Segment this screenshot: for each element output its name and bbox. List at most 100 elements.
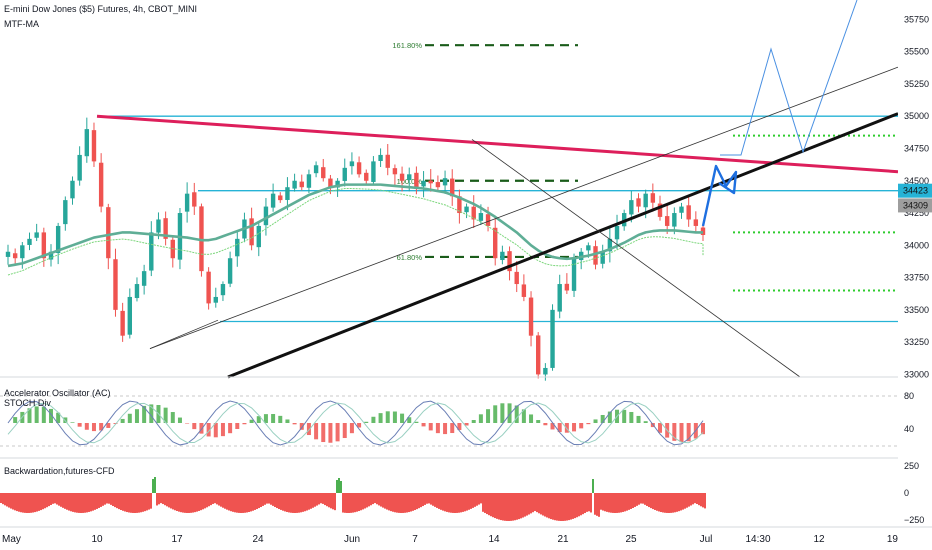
cfd-bar	[86, 493, 88, 513]
cfd-bar	[26, 493, 28, 513]
candle-body	[299, 181, 304, 188]
cfd-bar	[146, 493, 148, 511]
cfd-bar	[426, 493, 428, 504]
cfd-bar	[398, 493, 400, 513]
cfd-bar	[608, 493, 610, 513]
trend-lines	[96, 66, 899, 379]
indicator-title: MTF-MA	[4, 19, 39, 29]
candle-body	[113, 259, 118, 310]
price-badge-label: 34309	[903, 200, 928, 210]
cfd-bar	[220, 493, 222, 507]
candle-body	[507, 251, 512, 272]
cfd-bar	[502, 493, 504, 521]
cfd-bar	[278, 493, 280, 510]
osc-bar	[564, 423, 569, 433]
ma-slow-line	[7, 183, 703, 268]
candle-body	[192, 192, 197, 207]
cfd-bar	[50, 493, 52, 505]
candle-body	[141, 271, 147, 286]
cfd-bar	[326, 493, 328, 507]
candle-body	[600, 251, 605, 264]
osc-bar	[593, 419, 598, 423]
osc-bar	[478, 414, 483, 423]
cfd-bar	[78, 493, 80, 513]
cfd-bar	[458, 493, 460, 513]
cfd-bar	[442, 493, 444, 511]
candle-body	[156, 219, 161, 233]
cfd-bar	[684, 493, 686, 509]
cfd-bar	[56, 493, 58, 505]
y-tick-label: 34250	[904, 208, 929, 218]
osc-bar	[113, 423, 118, 424]
cfd-bar	[300, 493, 302, 513]
cfd-bar	[140, 493, 142, 513]
cfd-bar	[272, 493, 274, 506]
oscillator-title: Accelerator Oscillator (AC)	[4, 388, 111, 398]
candle-body	[278, 195, 283, 201]
osc-bar	[471, 420, 476, 423]
osc-bar	[177, 417, 182, 423]
support-trendline	[227, 112, 899, 379]
cfd-bar	[362, 493, 364, 510]
cfd-bar	[130, 493, 132, 513]
candle-body	[227, 258, 233, 284]
cfd-bar	[190, 493, 192, 513]
cfd-bar	[580, 493, 582, 516]
osc-bar	[314, 423, 319, 440]
osc-bar	[486, 409, 491, 423]
candle-body	[371, 161, 376, 182]
cfd-bar	[4, 493, 6, 506]
candle-body	[457, 196, 462, 214]
osc-bar	[335, 423, 340, 442]
y-tick-label: 33750	[904, 273, 929, 283]
osc-bar	[77, 423, 82, 427]
candle-body	[550, 309, 555, 368]
osc-bar	[249, 419, 254, 423]
cfd-bar	[486, 493, 488, 515]
cfd-bar	[14, 493, 16, 511]
x-tick-label: May	[2, 534, 21, 545]
cfd-bar	[276, 493, 278, 509]
candle-body	[500, 251, 505, 261]
cfd-bar	[294, 493, 296, 513]
candle-body	[127, 296, 133, 335]
cfd-bar	[630, 493, 632, 509]
cfd-bar	[586, 493, 588, 512]
cfd-bar	[238, 493, 240, 513]
osc-bar	[228, 423, 233, 434]
candle-body	[91, 130, 97, 162]
cfd-bar	[42, 493, 44, 510]
cfd-bar	[322, 493, 324, 504]
candle-body	[378, 154, 383, 161]
cfd-bar	[650, 493, 652, 509]
cfd-bar	[556, 493, 558, 521]
x-tick-label: 7	[412, 534, 418, 545]
cfd-bar	[104, 493, 106, 505]
y-tick-label: 34500	[904, 176, 929, 186]
osc-bar	[672, 423, 677, 441]
cfd-bar	[668, 493, 670, 513]
cfd-bar	[32, 493, 34, 513]
candle-body	[98, 162, 104, 207]
cfd-bar	[2, 493, 4, 505]
cfd-bar	[400, 493, 402, 513]
candle-body	[679, 206, 684, 213]
cfd-bar	[320, 493, 322, 504]
cfd-bar	[334, 493, 336, 511]
cfd-bar	[670, 493, 672, 513]
cfd-bar	[528, 493, 530, 515]
channel-line	[149, 66, 899, 349]
x-tick-label: 12	[813, 534, 825, 545]
osc-bar	[643, 421, 648, 423]
cfd-bar	[150, 493, 152, 509]
osc-bar	[622, 409, 627, 423]
cfd-bar	[634, 493, 636, 507]
projection-path-thick	[701, 164, 738, 227]
cfd-bar	[412, 493, 414, 511]
cfd-bar	[270, 493, 272, 505]
cfd-bar	[118, 493, 120, 510]
cfd-bar	[200, 493, 202, 511]
candle-body	[471, 206, 476, 220]
